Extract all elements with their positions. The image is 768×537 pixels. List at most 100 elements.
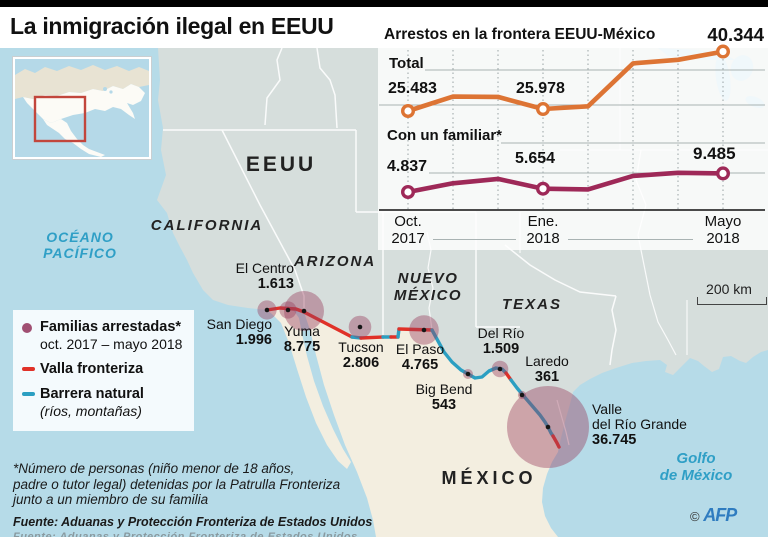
value-total-oct: 25.483 [388, 80, 437, 97]
city-dots [264, 307, 551, 430]
city-value: 8.775 [283, 339, 321, 355]
x-tick-may: Mayo [704, 213, 742, 230]
water-label-golfo: Golfo [676, 450, 716, 467]
series-line-familiar [405, 170, 726, 195]
city-label: El Centro 1.613 [235, 260, 294, 293]
x-tick-ene-year: 2018 [526, 230, 560, 247]
city-value: 361 [534, 369, 560, 385]
map-legend: Familias arrestadas* oct. 2017 – mayo 20… [13, 310, 194, 431]
natural-barrier-line-icon [22, 392, 35, 396]
fence-segment [359, 335, 385, 340]
city-label: Big Bend 543 [415, 381, 473, 414]
value-total-ene: 25.978 [516, 80, 565, 97]
city-value: 36.745 [592, 432, 637, 448]
value-familiar-oct: 4.837 [387, 158, 428, 175]
city-value: 4.765 [401, 357, 439, 373]
region-label-california: CALIFORNIA [150, 217, 264, 234]
data-point-marker [401, 184, 416, 199]
arrests-chart [378, 44, 768, 250]
inset-map-svg [15, 59, 149, 157]
city-dot [465, 371, 471, 377]
footnote-line: *Número de personas (niño menor de 18 añ… [13, 461, 295, 476]
top-black-bar [0, 0, 768, 7]
legend-natural: Barrera natural (ríos, montañas) [22, 386, 184, 420]
city-dot [264, 307, 270, 313]
city-value: 1.996 [235, 332, 272, 348]
region-label-texas: TEXAS [501, 296, 562, 313]
footnote-line: padre o tutor legal) detenidas por la Pa… [13, 476, 341, 492]
x-axis-connector [433, 239, 516, 240]
city-name: San Diego [206, 316, 272, 332]
water-label-de-mexico: de México [659, 467, 733, 484]
data-point-marker [401, 103, 416, 118]
source-line-ghost: Fuente: Aduanas y Protección Fronteriza … [13, 531, 358, 537]
legend-fence-label: Valla fronteriza [40, 361, 144, 377]
city-dot [301, 308, 307, 314]
data-point-marker [535, 181, 550, 196]
chart-panel-background [378, 48, 768, 250]
families-bubble-icon [22, 323, 32, 333]
region-label-mexico: MÉXICO [441, 468, 537, 488]
value-total-may: 40.344 [707, 24, 764, 45]
fence-segment [397, 327, 434, 332]
city-label: Del Río 1.509 [477, 325, 525, 358]
water-label-pacifico: PACÍFICO [43, 245, 117, 261]
city-value: 1.613 [257, 276, 294, 292]
natural-barrier-segment [509, 378, 555, 438]
city-name: Laredo [525, 353, 569, 369]
scale-label: 200 km [706, 281, 752, 297]
afp-wordmark: AFP [703, 505, 737, 525]
afp-logo: © AFP [690, 505, 737, 526]
chart-title: Arrestos en la frontera EEUU-México [384, 26, 656, 43]
value-familiar-ene: 5.654 [515, 150, 556, 167]
city-label: San Diego 1.996 [206, 316, 272, 349]
x-tick-oct-year: 2017 [391, 230, 425, 247]
city-label: Valle del Río Grande 36.745 [592, 402, 687, 449]
legend-natural-sub: (ríos, montañas) [40, 403, 142, 419]
city-label: Yuma 8.775 [283, 323, 321, 356]
locator-inset-map [13, 57, 151, 159]
inset-canada [15, 65, 149, 99]
fence-segment [551, 434, 561, 449]
city-value: 543 [431, 397, 457, 413]
region-label-nuevo-mexico: NUEVO MÉXICO [374, 270, 482, 304]
water-label-gulf: Golfo de México [626, 450, 766, 484]
city-name: Del Río [477, 325, 525, 341]
baja-peninsula [267, 308, 351, 469]
x-tick-ene: Ene. [527, 213, 559, 230]
fence-line-icon [22, 367, 35, 371]
city-value: 2.806 [342, 355, 380, 371]
inset-mexico [43, 119, 105, 157]
copyright-icon: © [690, 509, 700, 524]
city-name: Yuma [284, 323, 320, 339]
region-label-mexico-line: MÉXICO [393, 287, 463, 304]
data-point-marker [716, 44, 731, 59]
city-name: Big Bend [415, 381, 473, 397]
legend-families: Familias arrestadas* oct. 2017 – mayo 20… [22, 319, 184, 353]
city-dot [519, 392, 525, 398]
city-dot [497, 366, 503, 372]
city-name: El Centro [235, 260, 294, 276]
scale-bracket [697, 297, 767, 305]
region-label-eeuu: EEUU [245, 153, 317, 176]
fence-segment [265, 306, 354, 339]
x-tick-oct: Oct. [394, 213, 422, 230]
data-point-marker [535, 102, 550, 117]
series-line-total [405, 49, 726, 114]
natural-barrier-segment [430, 328, 508, 380]
city-dot [285, 307, 291, 313]
city-dot [545, 424, 551, 430]
city-name: Tucson [338, 339, 384, 355]
region-label-arizona: ARIZONA [293, 253, 377, 270]
x-tick-may-year: 2018 [706, 230, 740, 247]
x-axis-connector [568, 239, 693, 240]
city-dot [421, 327, 427, 333]
series-label-total: Total [389, 55, 424, 72]
region-label-nuevo: NUEVO [397, 270, 459, 287]
city-name: El Paso [395, 341, 445, 357]
chart-series [401, 44, 731, 199]
source-line: Fuente: Aduanas y Protección Fronteriza … [13, 515, 373, 529]
city-dot [357, 324, 363, 330]
city-label: Laredo 361 [525, 353, 569, 386]
